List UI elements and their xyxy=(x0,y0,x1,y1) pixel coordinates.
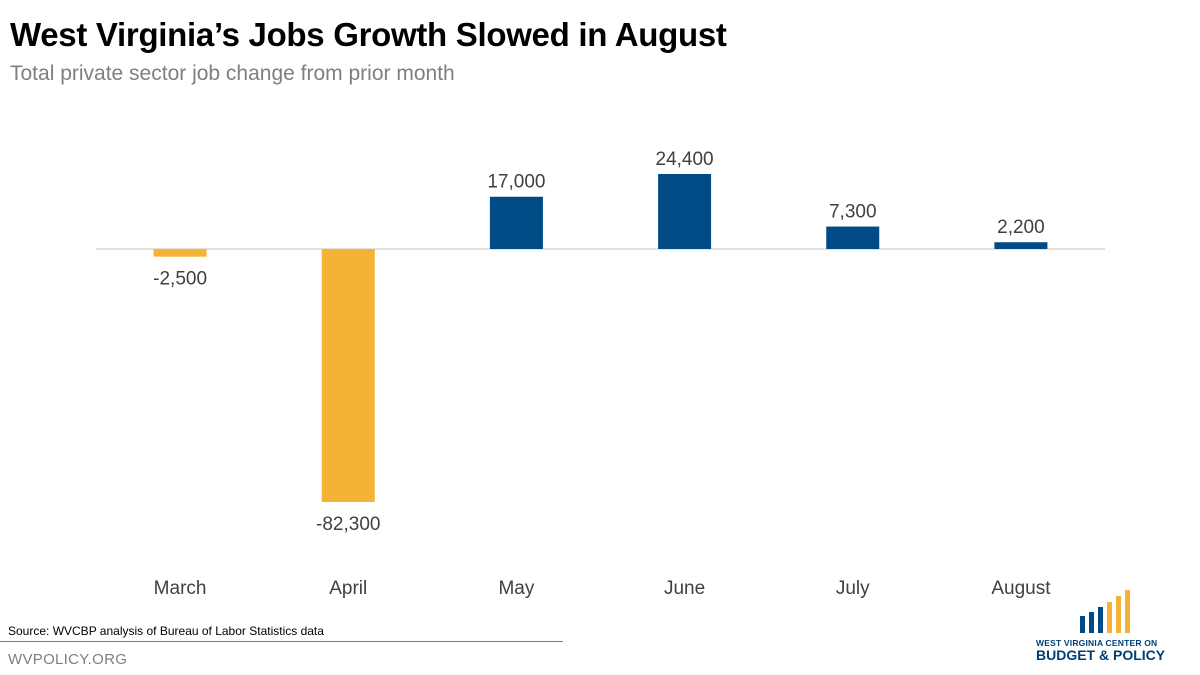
wvcbp-logo-icon xyxy=(1080,590,1130,633)
bar-chart: -2,500 March -82,300 April 17,000 May 24,400 Ju… xyxy=(96,149,1105,599)
data-label-june: 24,400 xyxy=(656,149,714,170)
bar-august xyxy=(994,242,1048,249)
data-label-may: 17,000 xyxy=(487,172,545,193)
bar-july xyxy=(826,226,880,249)
bar-april xyxy=(321,249,375,502)
data-label-august: 2,200 xyxy=(997,217,1045,238)
category-label-august: August xyxy=(991,578,1051,599)
source-divider xyxy=(0,641,563,642)
category-label-march: March xyxy=(154,578,207,599)
logo-text-line2: BUDGET & POLICY xyxy=(1036,647,1166,663)
data-label-july: 7,300 xyxy=(829,202,877,223)
category-label-may: May xyxy=(498,578,534,599)
data-label-april: -82,300 xyxy=(316,514,380,535)
category-label-june: June xyxy=(664,578,705,599)
category-label-july: July xyxy=(836,578,870,599)
bar-march xyxy=(153,249,207,257)
bar-may xyxy=(489,196,543,249)
data-label-march: -2,500 xyxy=(153,269,207,290)
chart-title: West Virginia’s Jobs Growth Slowed in Au… xyxy=(10,16,727,53)
logo-text-line1: WEST VIRGINIA CENTER ON xyxy=(1036,638,1158,648)
website-link[interactable]: WVPOLICY.ORG xyxy=(8,651,128,668)
bar-june xyxy=(658,173,712,249)
chart-subtitle: Total private sector job change from pri… xyxy=(10,62,455,85)
source-note: Source: WVCBP analysis of Bureau of Labo… xyxy=(8,624,324,638)
category-label-april: April xyxy=(329,578,367,599)
